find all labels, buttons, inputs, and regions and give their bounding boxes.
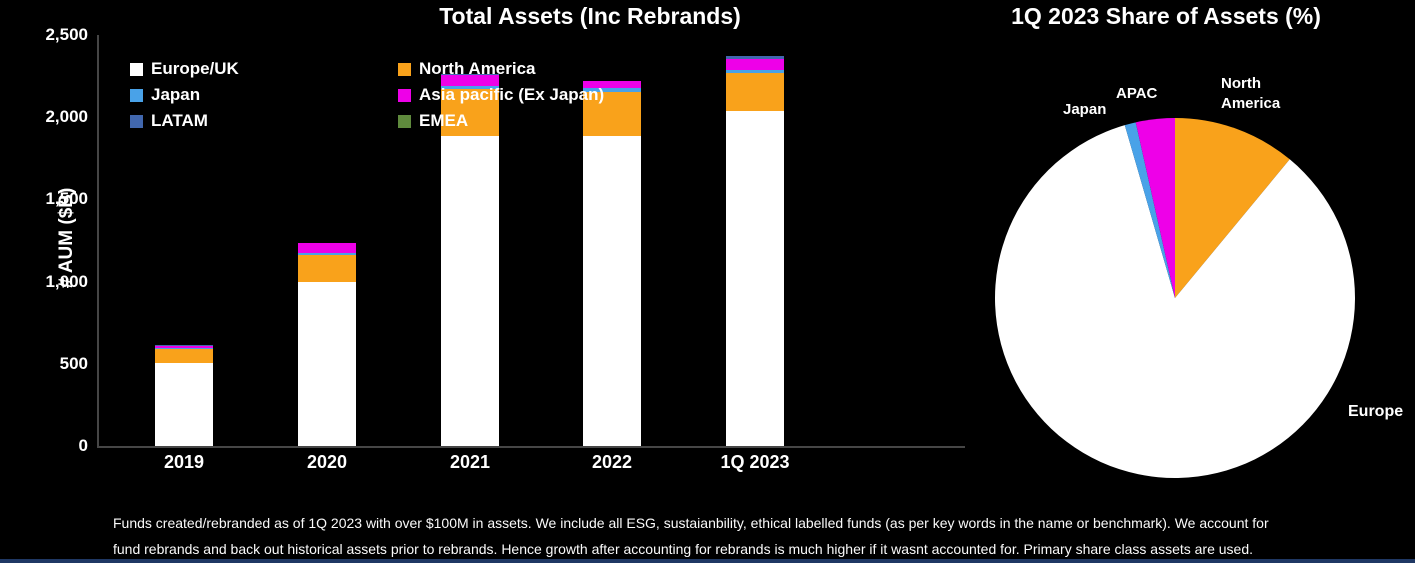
legend-item-emea: EMEA bbox=[398, 109, 604, 133]
bar-segment-japan bbox=[441, 86, 499, 90]
bar-segment-europe-uk bbox=[726, 110, 784, 446]
bar-chart-title: Total Assets (Inc Rebrands) bbox=[439, 3, 741, 29]
bar-segment-asia-pacific-ex-japan- bbox=[155, 345, 213, 349]
legend-swatch-icon bbox=[398, 88, 411, 102]
y-axis-tick-label: 500 bbox=[59, 353, 88, 373]
legend-swatch-icon bbox=[130, 88, 143, 102]
bar-1Q 2023 bbox=[726, 56, 784, 446]
y-axis-tick-label: 1,000 bbox=[45, 271, 88, 291]
pie-slice-europe bbox=[995, 125, 1356, 479]
y-axis-tick-label: 2,000 bbox=[45, 107, 88, 127]
legend-label: EMEA bbox=[419, 111, 469, 130]
pie-label-north-america: North America bbox=[1221, 75, 1281, 112]
bottom-strip bbox=[0, 559, 1415, 563]
legend-swatch-icon bbox=[130, 114, 143, 128]
bar-segment-japan bbox=[155, 348, 213, 350]
legend-label: North America bbox=[419, 59, 536, 78]
bar-segment-latam bbox=[726, 56, 784, 60]
bar-segment-asia-pacific-ex-japan- bbox=[726, 59, 784, 70]
bar-segment-asia-pacific-ex-japan- bbox=[583, 81, 641, 89]
legend-swatch-icon bbox=[398, 114, 411, 128]
bar-segment-japan bbox=[726, 69, 784, 74]
plot-area bbox=[97, 35, 965, 448]
pie-label-apac: APAC bbox=[1116, 85, 1158, 102]
legend-label: Asia pacific (Ex Japan) bbox=[419, 85, 605, 104]
footnote-line-1: Funds created/rebranded as of 1Q 2023 wi… bbox=[113, 515, 1269, 531]
legend-swatch-icon bbox=[398, 62, 411, 76]
legend-item-latam: LATAM bbox=[130, 109, 398, 133]
legend-label: Europe/UK bbox=[151, 59, 239, 78]
pie-label-japan: Japan bbox=[1063, 101, 1107, 118]
legend-item-north-america: North America bbox=[398, 57, 604, 81]
bar-segment-japan bbox=[583, 88, 641, 93]
x-axis-tick-label: 2020 bbox=[306, 452, 348, 472]
bar-segment-asia-pacific-ex-japan- bbox=[441, 74, 499, 87]
bar-segment-north-america bbox=[726, 73, 784, 111]
bar-segment-europe-uk bbox=[441, 136, 499, 446]
y-axis-tick-label: 0 bbox=[78, 436, 88, 455]
bar-segment-europe-uk bbox=[155, 362, 213, 446]
bar-segment-asia-pacific-ex-japan- bbox=[298, 243, 356, 253]
bar-segment-latam bbox=[441, 74, 499, 75]
legend-item-asia-pacific-ex-japan-: Asia pacific (Ex Japan) bbox=[398, 83, 604, 107]
bar-segment-north-america bbox=[583, 92, 641, 137]
pie-chart-title: 1Q 2023 Share of Assets (%) bbox=[1011, 3, 1321, 29]
bar-segment-north-america bbox=[298, 255, 356, 282]
pie-slice-japan bbox=[1124, 122, 1175, 298]
bar-segment-north-america bbox=[155, 349, 213, 363]
pie-slice-north-america bbox=[1175, 118, 1290, 298]
bar-segment-latam bbox=[583, 80, 641, 82]
x-axis-tick-label: 2022 bbox=[591, 452, 633, 472]
legend-label: Japan bbox=[151, 85, 201, 104]
pie-slice-apac bbox=[1135, 118, 1175, 298]
x-axis-tick-label: 2021 bbox=[449, 452, 491, 472]
x-axis-tick-label: 1Q 2023 bbox=[720, 452, 790, 472]
legend: Europe/UK North America Japan Asia pacific … bbox=[130, 57, 604, 133]
bar-segment-europe-uk bbox=[298, 281, 356, 446]
bar-segment-north-america bbox=[441, 89, 499, 137]
legend-item-japan: Japan bbox=[130, 83, 398, 107]
footnote: Funds created/rebranded as of 1Q 2023 wi… bbox=[113, 510, 1269, 562]
bar-2020 bbox=[298, 242, 356, 446]
legend-swatch-icon bbox=[130, 62, 143, 76]
legend-label: LATAM bbox=[151, 111, 208, 130]
bar-2019 bbox=[155, 345, 213, 446]
bar-segment-europe-uk bbox=[583, 136, 641, 446]
footnote-line-2: fund rebrands and back out historical as… bbox=[113, 541, 1254, 557]
y-axis-tick-label: 2,500 bbox=[45, 25, 88, 44]
legend-item-europe-uk: Europe/UK bbox=[130, 57, 398, 81]
pie-label-europe: Europe bbox=[1348, 403, 1404, 420]
x-axis-tick-label: 2019 bbox=[163, 452, 205, 472]
pie bbox=[995, 118, 1356, 479]
bar-2021 bbox=[441, 74, 499, 446]
bar-segment-japan bbox=[298, 252, 356, 256]
y-axis-tick-label: 1,500 bbox=[45, 189, 88, 209]
bar-2022 bbox=[583, 80, 641, 446]
